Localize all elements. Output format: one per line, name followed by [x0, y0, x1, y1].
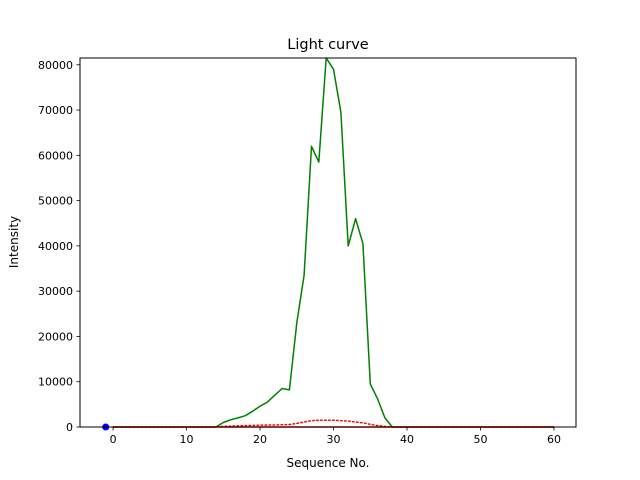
y-tick-label: 10000	[38, 376, 73, 389]
y-tick-label: 80000	[38, 59, 73, 72]
y-tick-label: 0	[66, 421, 73, 434]
y-tick-label: 30000	[38, 285, 73, 298]
y-axis: 0 10000 20000 30000 40000 50000 60000 70000 8000…	[38, 59, 80, 434]
x-tick-label: 20	[253, 433, 267, 446]
x-tick-label: 0	[110, 433, 117, 446]
x-tick-label: 60	[547, 433, 561, 446]
y-axis-label: Intensity	[7, 216, 21, 268]
x-tick-label: 50	[473, 433, 487, 446]
plot-frame	[79, 57, 577, 428]
plot-area	[80, 58, 576, 427]
y-tick-label: 40000	[38, 240, 73, 253]
y-tick-label: 20000	[38, 330, 73, 343]
y-tick-label: 70000	[38, 104, 73, 117]
y-tick-label: 60000	[38, 149, 73, 162]
chart-title: Light curve	[287, 37, 369, 53]
x-tick-label: 30	[327, 433, 341, 446]
y-tick-label: 50000	[38, 195, 73, 208]
x-tick-label: 10	[180, 433, 194, 446]
x-tick-label: 40	[400, 433, 414, 446]
x-axis: 0 10 20 30 40 50 60	[110, 427, 561, 446]
x-axis-label: Sequence No.	[287, 456, 370, 470]
